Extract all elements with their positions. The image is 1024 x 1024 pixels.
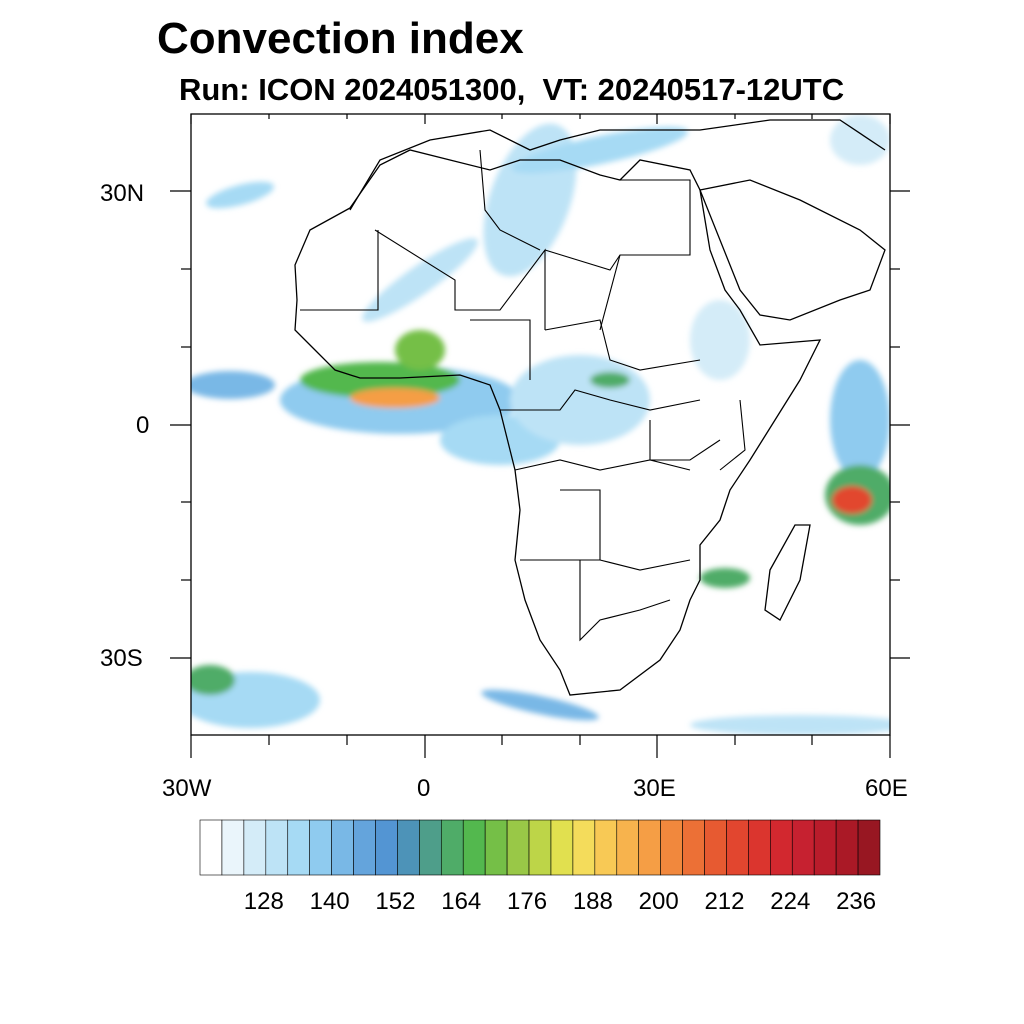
colorbar-swatch bbox=[331, 819, 354, 876]
lon-label-0: 0 bbox=[417, 775, 431, 802]
colorbar-swatch bbox=[857, 819, 881, 876]
colorbar-tick-label: 212 bbox=[704, 888, 745, 915]
chart-subtitle: Run: ICON 2024051300, VT: 20240517-12UTC bbox=[179, 72, 845, 107]
lon-label-30w: 30W bbox=[162, 775, 212, 802]
colorbar-swatch bbox=[462, 819, 486, 876]
colorbar-swatch bbox=[440, 819, 464, 876]
colorbar-swatch bbox=[265, 819, 289, 876]
colorbar-tick-label: 200 bbox=[638, 888, 679, 915]
colorbar-swatch bbox=[528, 819, 552, 876]
colorbar-swatch bbox=[287, 819, 310, 876]
colorbar-swatch bbox=[660, 819, 683, 876]
colorbar-swatch bbox=[616, 819, 640, 876]
lon-label-60e: 60E bbox=[865, 775, 908, 802]
convection-field bbox=[191, 115, 890, 735]
colorbar-swatch bbox=[309, 819, 332, 876]
colorbar-swatch bbox=[638, 819, 661, 876]
colorbar-swatch bbox=[572, 819, 596, 876]
colorbar-swatch bbox=[704, 819, 727, 876]
colorbar bbox=[199, 819, 881, 876]
colorbar-swatch bbox=[397, 819, 420, 876]
colorbar-swatch bbox=[484, 819, 508, 876]
colorbar-tick-label: 188 bbox=[572, 888, 613, 915]
colorbar-tick-label: 236 bbox=[836, 888, 877, 915]
coastline bbox=[294, 119, 886, 696]
colorbar-tick-label: 176 bbox=[507, 888, 548, 915]
colorbar-swatch bbox=[550, 819, 574, 876]
colorbar-swatch bbox=[726, 819, 749, 876]
lat-label-30n: 30N bbox=[100, 180, 145, 207]
lon-label-30e: 30E bbox=[633, 775, 676, 802]
colorbar-swatch bbox=[506, 819, 530, 876]
colorbar-swatch bbox=[770, 819, 793, 876]
colorbar-swatch bbox=[353, 819, 376, 876]
colorbar-swatch bbox=[243, 819, 267, 876]
axis-ticks bbox=[170, 114, 910, 758]
colorbar-swatch bbox=[375, 819, 398, 876]
lat-label-30s: 30S bbox=[100, 645, 143, 672]
colorbar-tick-label: 224 bbox=[770, 888, 811, 915]
colorbar-tick-label: 140 bbox=[309, 888, 350, 915]
colorbar-tick-label: 152 bbox=[375, 888, 416, 915]
colorbar-tick-label: 128 bbox=[243, 888, 284, 915]
chart-title: Convection index bbox=[157, 14, 524, 63]
colorbar-swatch bbox=[221, 819, 245, 876]
colorbar-swatch bbox=[199, 819, 223, 876]
country-borders bbox=[300, 149, 746, 642]
colorbar-tick-label: 164 bbox=[441, 888, 482, 915]
colorbar-swatch bbox=[419, 819, 442, 876]
colorbar-swatch bbox=[682, 819, 705, 876]
colorbar-swatch bbox=[594, 819, 618, 876]
colorbar-swatch bbox=[835, 819, 859, 876]
colorbar-swatch bbox=[748, 819, 771, 876]
colorbar-swatch bbox=[813, 819, 837, 876]
colorbar-swatch bbox=[791, 819, 815, 876]
lat-label-0: 0 bbox=[136, 412, 150, 439]
